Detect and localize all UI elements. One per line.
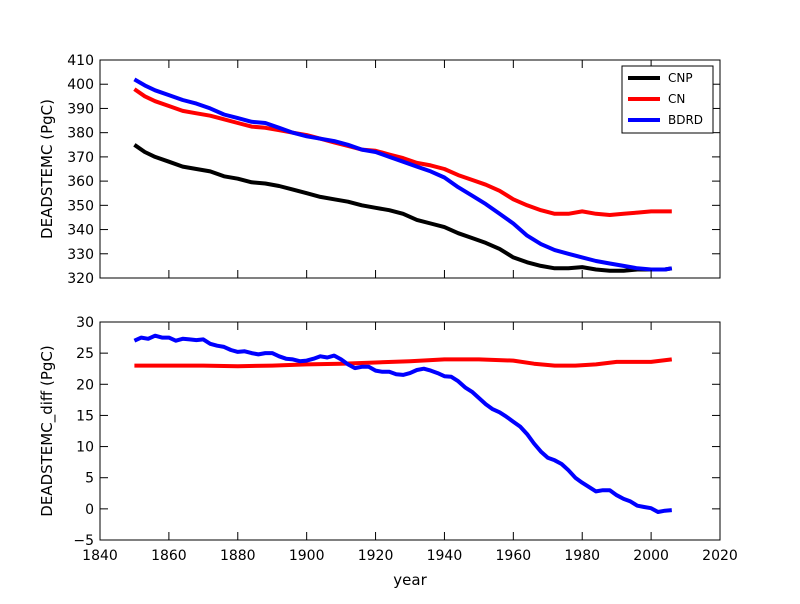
bottom-y-tick-label: 15 — [76, 408, 94, 424]
top-y-tick-label: 360 — [67, 174, 94, 190]
bottom-y-tick-label: 5 — [85, 471, 94, 487]
bottom-x-tick-label: 1940 — [427, 548, 463, 564]
bottom-series-cn-line — [134, 357, 673, 369]
bottom-x-tick-label: 1920 — [358, 548, 394, 564]
bottom-axes-frame — [99, 321, 721, 541]
top-panel: 320 330 340 350 360 370 380 390 400 410 DEADSTEMC … — [38, 53, 721, 287]
bottom-x-tick-label: 1900 — [289, 548, 325, 564]
top-y-tick-label: 370 — [67, 150, 94, 166]
bottom-x-tick-label: 1840 — [82, 548, 118, 564]
bottom-x-tick-label: 1880 — [220, 548, 256, 564]
bottom-x-axis-label: year — [393, 571, 427, 589]
top-y-tick-label: 400 — [67, 77, 94, 93]
bottom-x-tick-label: 2000 — [633, 548, 669, 564]
legend-label-bdrd: BDRD — [668, 113, 703, 127]
top-y-tick-label: 410 — [67, 53, 94, 69]
bottom-y-axis-label: DEADSTEMC_diff (PgC) — [38, 345, 57, 516]
bottom-y-tick-label: 20 — [76, 377, 94, 393]
top-y-tick-label: 350 — [67, 198, 94, 214]
top-y-tick-label: 390 — [67, 101, 94, 117]
bottom-x-tick-label: 1960 — [496, 548, 532, 564]
top-series-cn-line — [133, 87, 672, 217]
top-y-tick-label: 320 — [67, 271, 94, 287]
bottom-y-tick-label: −5 — [73, 533, 94, 549]
bottom-x-tick-label: 1860 — [151, 548, 187, 564]
bottom-series-bdrd-line — [133, 333, 672, 514]
top-series-cnp-line — [133, 143, 673, 273]
bottom-panel: 1840 1860 1880 1900 1920 1940 1960 1980 2000 2020… — [38, 315, 738, 589]
bottom-y-tick-label: 0 — [85, 502, 94, 518]
bottom-y-tick-label: 25 — [76, 346, 94, 362]
legend: CNP CN BDRD — [621, 65, 714, 134]
top-series-group — [133, 77, 673, 273]
bottom-y-tick-label: 10 — [76, 440, 94, 456]
bottom-series-group — [133, 333, 673, 514]
top-series-bdrd-line — [133, 77, 673, 272]
top-y-axis-label: DEADSTEMC (PgC) — [38, 99, 56, 239]
top-axes-frame — [99, 59, 721, 279]
bottom-x-tick-label: 2020 — [702, 548, 738, 564]
top-y-tick-label: 330 — [67, 247, 94, 263]
top-y-tick-label: 340 — [67, 223, 94, 239]
legend-label-cn: CN — [668, 92, 685, 106]
top-y-tick-label: 380 — [67, 126, 94, 142]
legend-label-cnp: CNP — [668, 71, 693, 85]
bottom-y-tick-label: 30 — [76, 315, 94, 331]
bottom-x-tick-label: 1980 — [564, 548, 600, 564]
